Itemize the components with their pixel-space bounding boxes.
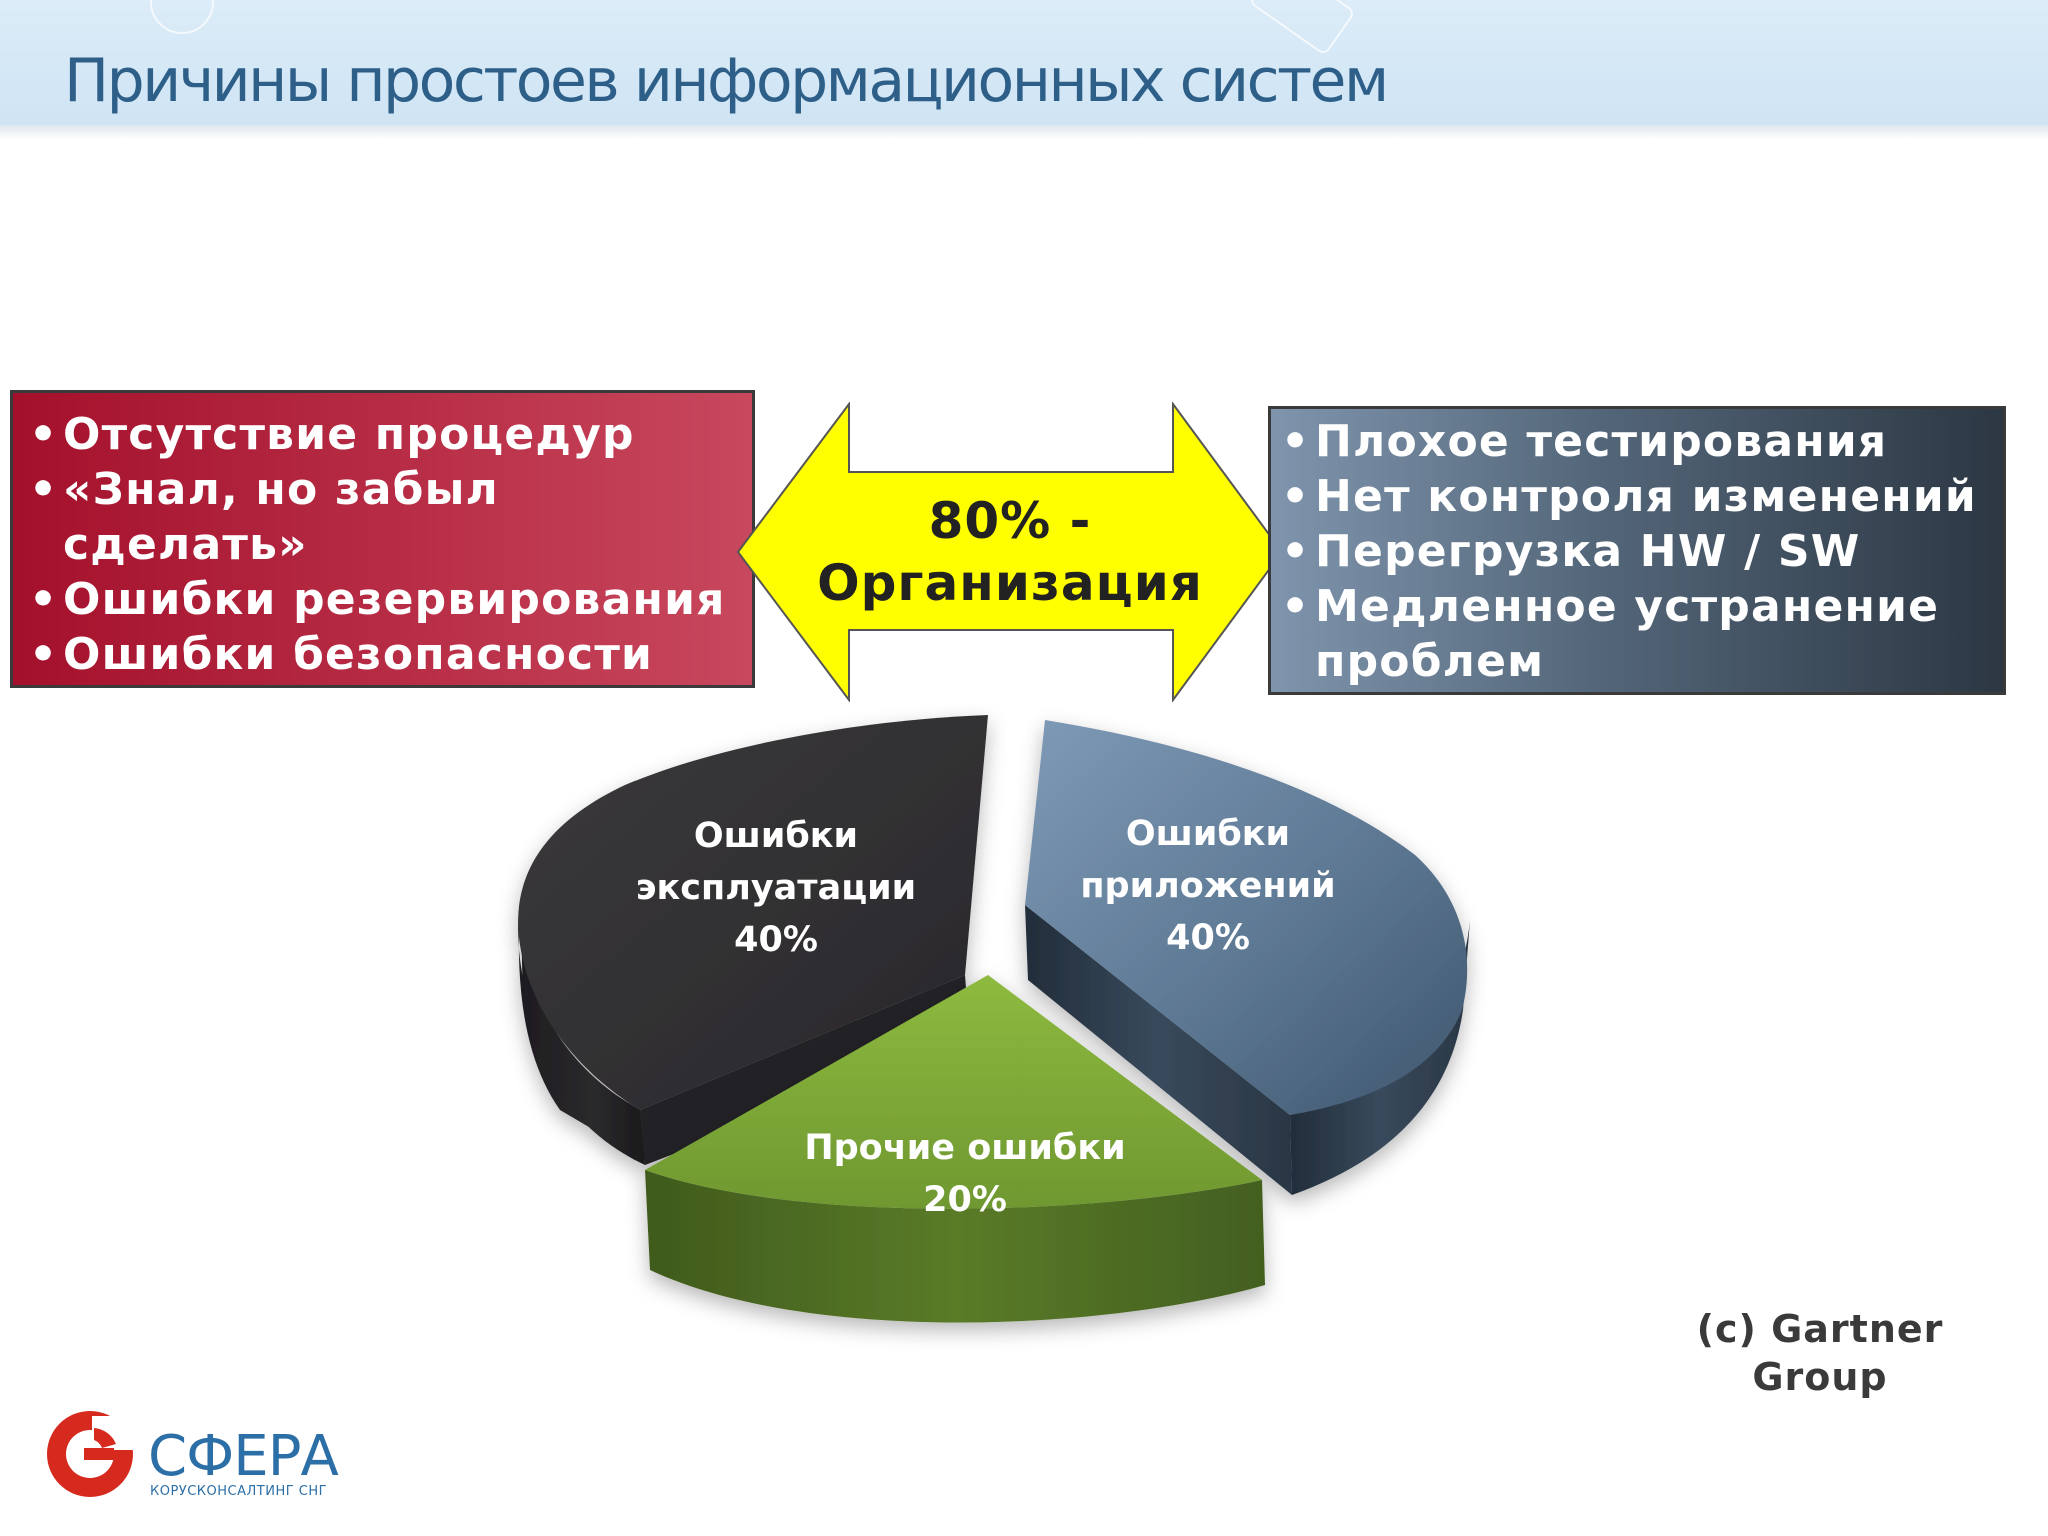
header-band [0, 0, 2048, 125]
pie-slice-other-errors-top [645, 975, 1262, 1209]
bullet-icon: • [1281, 526, 1311, 577]
slice-value-label: 40% [734, 920, 818, 960]
bullet-item: • Ошибки резервирования [29, 574, 726, 625]
credit-line: Group [1752, 1355, 1888, 1399]
pie-slice-operation-errors [518, 715, 988, 1165]
slice-label-application-errors: Ошибки приложений 40% [1038, 808, 1378, 964]
bullet-item: • Медленное устранение [1281, 581, 1940, 632]
source-credit: (c) Gartner Group [1650, 1305, 1990, 1401]
arrow-text-line2: Организация [817, 554, 1203, 612]
pie-slice-application-errors-top [1025, 720, 1468, 1115]
page-title: Причины простоев информационных систем [64, 46, 1389, 116]
logo-subtitle: КОРУСКОНСАЛТИНГ СНГ [150, 1484, 328, 1499]
pie-slice-application-errors [1025, 720, 1470, 1195]
credit-line: (c) Gartner [1696, 1307, 1944, 1351]
bullet-icon: • [29, 629, 59, 680]
bullet-item-continuation: проблем [1315, 636, 1545, 687]
header-shadow [0, 125, 2048, 139]
slice-label-line: Ошибки [1125, 814, 1291, 854]
bullet-item: • Ошибки безопасности [29, 629, 654, 680]
bullet-icon: • [1281, 581, 1311, 632]
bullet-icon: • [29, 409, 59, 460]
slice-label-operation-errors: Ошибки эксплуатации 40% [600, 810, 952, 966]
organization-share-label: 80% - Организация [780, 490, 1240, 614]
slice-value-label: 40% [1166, 918, 1250, 958]
slice-value-label: 20% [923, 1180, 1007, 1220]
technical-causes-box: • Плохое тестирования • Нет контроля измен… [1268, 406, 2006, 695]
slice-label-line: эксплуатации [635, 868, 917, 908]
pie-slice-operation-errors-side-front [520, 900, 645, 1165]
bullet-icon: • [29, 574, 59, 625]
bullet-icon: • [1281, 471, 1311, 522]
pie-slice-operation-errors-top [518, 715, 988, 1110]
bullet-icon: • [1281, 416, 1311, 467]
bullet-item: • Нет контроля изменений [1281, 471, 1977, 522]
pie-slice-application-errors-side-round [1290, 920, 1470, 1195]
logo-name: СФЕРА [148, 1424, 339, 1489]
bullet-item-continuation: сделать» [63, 519, 308, 570]
bullet-item: • Плохое тестирования [1281, 416, 1888, 467]
pie-slice-other-errors-side [645, 1170, 1265, 1323]
slice-label-line: приложений [1080, 866, 1336, 906]
arrow-text-line1: 80% - [928, 492, 1092, 550]
bullet-item: • Отсутствие процедур [29, 409, 635, 460]
pie-slice-operation-errors-side-cut [640, 975, 970, 1165]
slice-label-line: Прочие ошибки [804, 1128, 1126, 1168]
pie-slice-application-errors-side [1025, 905, 1292, 1195]
bullet-icon: • [29, 464, 59, 515]
bullet-item: • Перегрузка HW / SW [1281, 526, 1861, 577]
slice-label-line: Ошибки [693, 816, 859, 856]
pie-slice-other-errors [645, 975, 1265, 1323]
slice-label-other-errors: Прочие ошибки 20% [780, 1122, 1150, 1226]
sfera-logo-icon [47, 1411, 136, 1497]
organizational-causes-box: • Отсутствие процедур • «Знал, но забыл сд… [10, 390, 755, 688]
bullet-item: • «Знал, но забыл [29, 464, 499, 515]
